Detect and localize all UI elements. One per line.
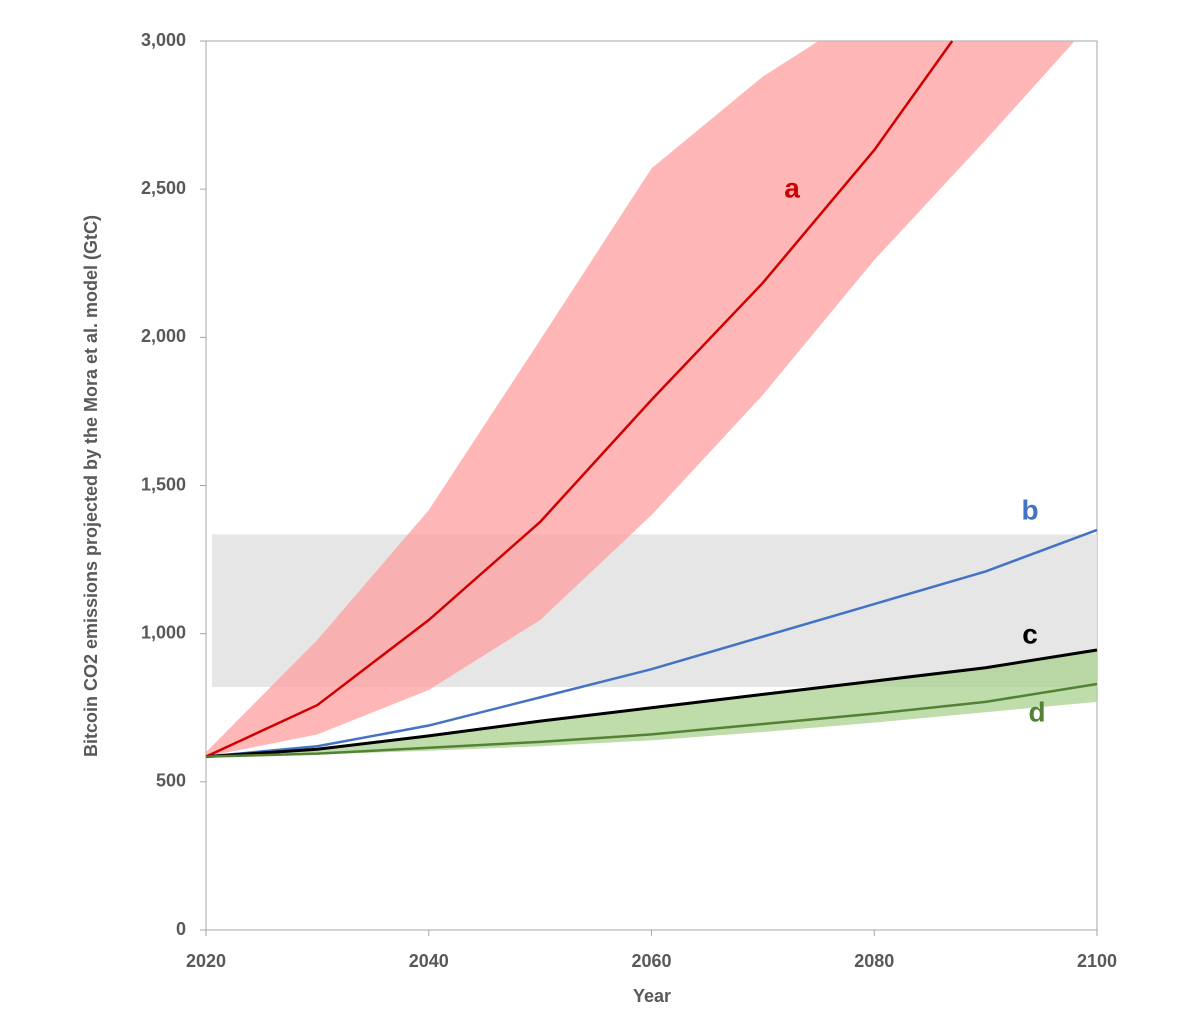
uncertainty-band — [206, 41, 1075, 757]
y-tick-label: 1,500 — [141, 474, 186, 494]
y-tick-label: 3,000 — [141, 30, 186, 50]
series-line — [205, 682, 1098, 758]
y-tick-label: 2,500 — [141, 178, 186, 198]
series-label: b — [1021, 494, 1038, 525]
x-tick-label: 2100 — [1077, 951, 1117, 971]
x-axis-title: Year — [633, 986, 671, 1006]
series-line — [205, 40, 954, 758]
series-line — [205, 648, 1098, 759]
x-tick-label: 2080 — [854, 951, 894, 971]
x-tick-label: 2040 — [409, 951, 449, 971]
series-label: d — [1028, 696, 1045, 727]
y-tick-label: 500 — [156, 771, 186, 791]
y-tick-label: 0 — [176, 919, 186, 939]
y-axis-title: Bitcoin CO2 emissions projected by the M… — [81, 215, 101, 757]
y-tick-label: 1,000 — [141, 622, 186, 642]
y-tick-label: 2,000 — [141, 326, 186, 346]
x-tick-label: 2060 — [631, 951, 671, 971]
series-line — [205, 528, 1098, 758]
x-tick-label: 2020 — [186, 951, 226, 971]
series-label: c — [1022, 618, 1038, 649]
series-label: a — [784, 172, 800, 203]
